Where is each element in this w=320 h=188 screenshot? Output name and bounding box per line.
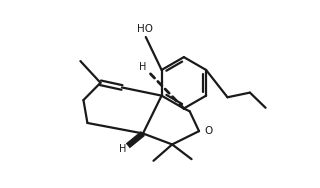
Text: H: H xyxy=(119,144,127,154)
Text: O: O xyxy=(204,126,212,136)
Text: H: H xyxy=(139,62,147,72)
Text: HO: HO xyxy=(137,24,153,33)
